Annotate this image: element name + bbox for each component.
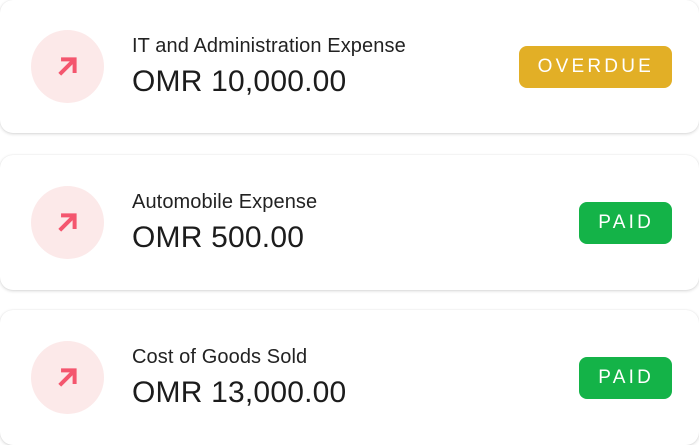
expense-info: Automobile Expense OMR 500.00 <box>132 191 317 255</box>
expense-card[interactable]: IT and Administration Expense OMR 10,000… <box>0 0 699 133</box>
expense-info: IT and Administration Expense OMR 10,000… <box>132 35 406 99</box>
arrow-up-right-icon <box>31 30 104 103</box>
arrow-up-right-icon <box>31 186 104 259</box>
status-badge: PAID <box>579 201 672 244</box>
status-badge: OVERDUE <box>518 45 672 88</box>
expense-title: Cost of Goods Sold <box>132 345 308 368</box>
expense-card[interactable]: Automobile Expense OMR 500.00 PAID <box>0 155 699 290</box>
arrow-up-right-icon <box>31 341 104 414</box>
expense-amount: OMR 500.00 <box>132 220 305 254</box>
expense-amount: OMR 13,000.00 <box>132 375 347 409</box>
expense-info: Cost of Goods Sold OMR 13,000.00 <box>132 346 346 410</box>
expense-title: IT and Administration Expense <box>132 34 406 57</box>
expense-card[interactable]: Cost of Goods Sold OMR 13,000.00 PAID <box>0 310 699 445</box>
status-badge: PAID <box>579 356 672 399</box>
expense-title: Automobile Expense <box>132 190 318 213</box>
expense-amount: OMR 10,000.00 <box>132 64 347 98</box>
